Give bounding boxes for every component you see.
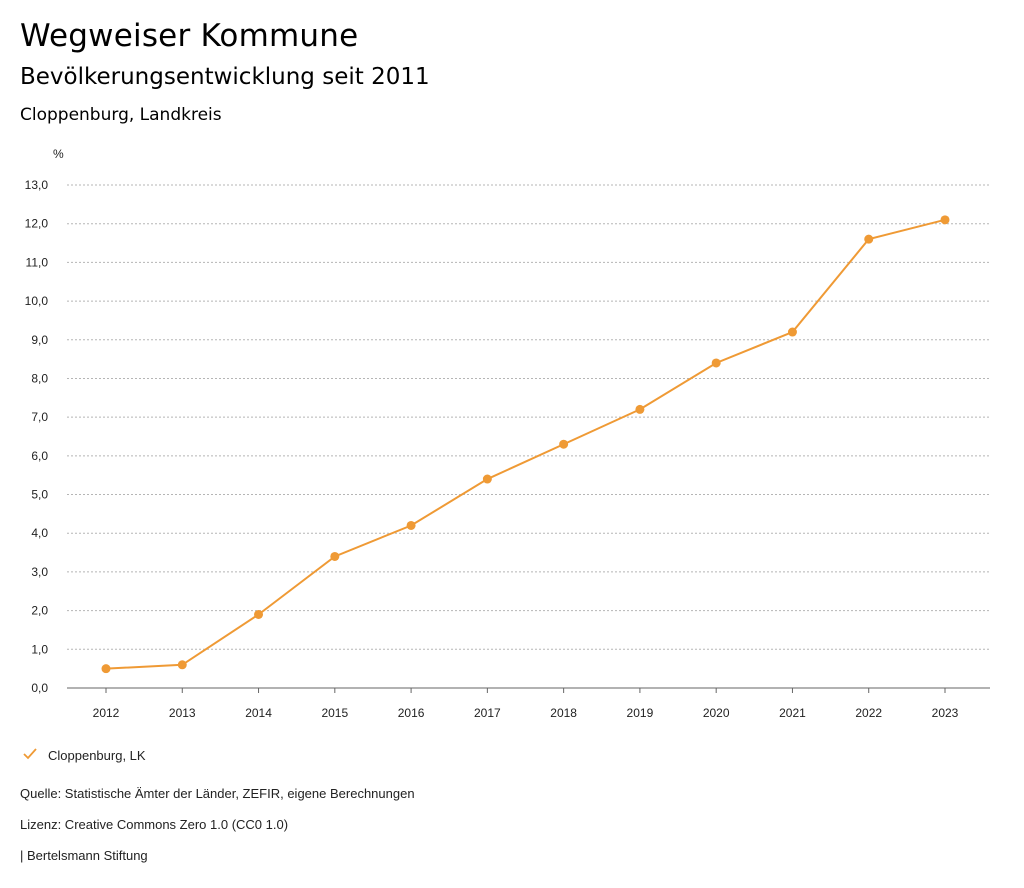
legend-item-cloppenburg[interactable]: Cloppenburg, LK (22, 746, 146, 765)
x-tick-label: 2020 (703, 706, 730, 720)
line-chart: % 0,0 1,0 2,0 3,0 4,0 5,0 6,0 7,0 8,0 9,0 10,0 11,0… (25, 147, 990, 720)
x-tick-label: 2012 (93, 706, 120, 720)
x-tick-label: 2022 (855, 706, 882, 720)
y-tick-label: 9,0 (31, 333, 48, 347)
y-tick-label: 7,0 (31, 410, 48, 424)
data-point[interactable] (177, 660, 187, 670)
y-tick-label: 6,0 (31, 449, 48, 463)
grid-lines (67, 184, 990, 689)
publisher-text: | Bertelsmann Stiftung (20, 848, 148, 863)
x-tick-label: 2023 (932, 706, 959, 720)
data-point[interactable] (787, 327, 797, 337)
data-point[interactable] (635, 404, 645, 414)
y-tick-label: 8,0 (31, 371, 48, 385)
data-point[interactable] (559, 439, 569, 449)
y-tick-label: 0,0 (31, 681, 48, 695)
y-tick-label: 11,0 (26, 255, 49, 269)
y-tick-label: 13,0 (25, 178, 49, 192)
x-tick-label: 2013 (169, 706, 196, 720)
x-tick-label: 2019 (627, 706, 654, 720)
legend-label: Cloppenburg, LK (48, 748, 146, 763)
checkmark-icon (22, 746, 38, 765)
x-tick-label: 2018 (550, 706, 577, 720)
y-tick-label: 2,0 (31, 604, 48, 618)
data-point[interactable] (864, 234, 874, 244)
data-point[interactable] (482, 474, 492, 484)
y-tick-label: 5,0 (31, 488, 48, 502)
x-tick-label: 2017 (474, 706, 501, 720)
y-tick-label: 4,0 (31, 526, 48, 540)
region-label: Cloppenburg, Landkreis (20, 105, 222, 125)
y-tick-label: 3,0 (31, 565, 48, 579)
data-point[interactable] (406, 520, 416, 530)
x-tick-label: 2014 (245, 706, 272, 720)
x-tick-label: 2021 (779, 706, 806, 720)
y-axis-ticks: 0,0 1,0 2,0 3,0 4,0 5,0 6,0 7,0 8,0 9,0 10,0 11,0 12… (25, 178, 49, 695)
data-point[interactable] (101, 664, 111, 674)
y-tick-label: 12,0 (25, 217, 49, 231)
chart-subtitle: Bevölkerungsentwicklung seit 2011 (20, 64, 430, 90)
data-point[interactable] (330, 551, 340, 561)
source-text: Quelle: Statistische Ämter der Länder, Z… (20, 786, 415, 801)
data-point[interactable] (940, 215, 950, 225)
page-title: Wegweiser Kommune (20, 18, 359, 54)
y-tick-label: 1,0 (31, 642, 48, 656)
data-point[interactable] (254, 609, 264, 619)
series-line (105, 218, 946, 670)
x-axis-ticks: 2012 2013 2014 2015 2016 2017 2018 2019 2020 2021… (93, 688, 959, 720)
y-tick-label: 10,0 (25, 294, 49, 308)
series-layer (101, 215, 950, 674)
license-text: Lizenz: Creative Commons Zero 1.0 (CC0 1… (20, 817, 289, 832)
x-tick-label: 2016 (398, 706, 425, 720)
y-axis-unit: % (53, 147, 64, 161)
x-tick-label: 2015 (321, 706, 348, 720)
data-point[interactable] (711, 358, 721, 368)
